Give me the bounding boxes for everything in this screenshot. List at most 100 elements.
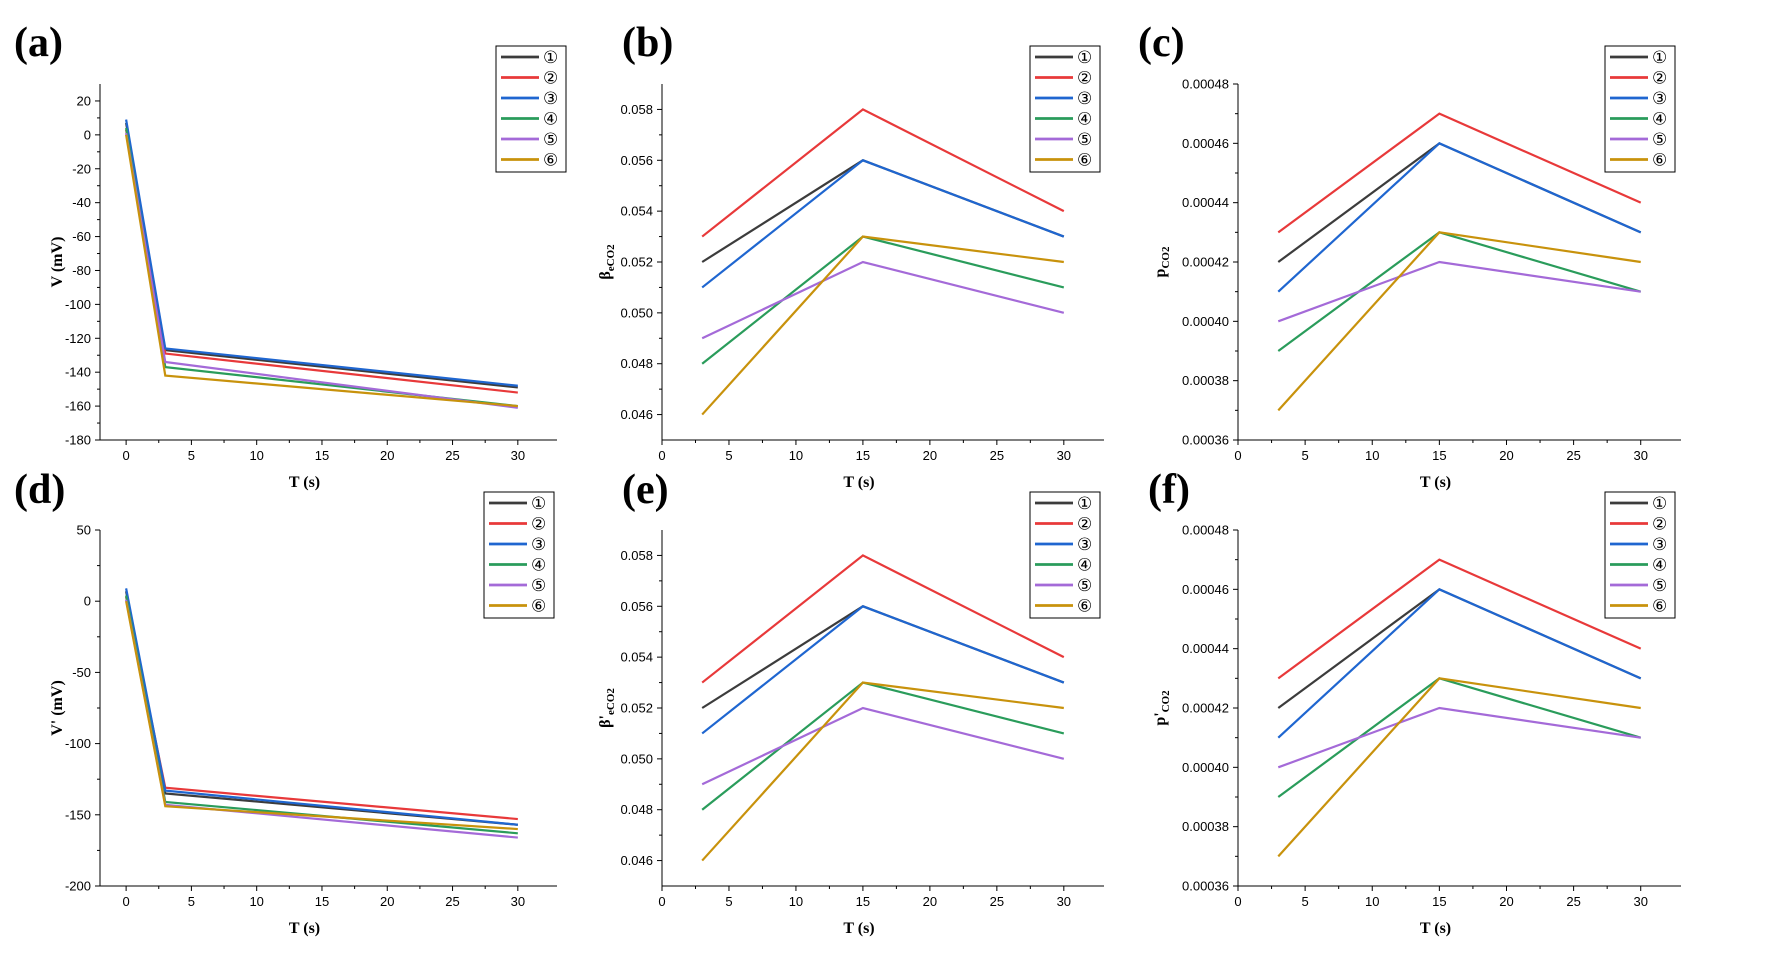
x-tick-label: 15: [856, 448, 870, 463]
x-tick-label: 5: [725, 448, 732, 463]
y-tick-label: 0.058: [620, 102, 653, 117]
legend-label: ③: [1652, 535, 1667, 555]
series-line-3: [1277, 588, 1642, 739]
series-line-5: [701, 260, 1065, 340]
series-line-6: [701, 681, 1064, 862]
series-line-1: [1277, 588, 1642, 709]
y-tick-label: 0.046: [620, 407, 653, 422]
chart-panel-1: (a) 0 5 10 15 20 25 30 -180 -160 -140 -120 -100 -80 -6…: [14, 20, 567, 491]
y-tick-label: -60: [72, 229, 91, 244]
x-tick-label: 20: [923, 894, 937, 909]
y-tick-label: -50: [72, 665, 91, 680]
x-tick-label: 0: [658, 448, 665, 463]
y-tick-label: -80: [72, 263, 91, 278]
legend-box: [1029, 45, 1101, 173]
y-axis-title-subscript: eCO2: [605, 244, 617, 271]
panel-label: (f): [1148, 467, 1190, 513]
legend-label: ②: [531, 515, 546, 535]
x-tick-label: 5: [725, 894, 732, 909]
series-line-1: [701, 159, 1065, 263]
x-tick-label: 20: [1499, 894, 1513, 909]
x-tick-label: 25: [990, 448, 1004, 463]
legend-label: ①: [1077, 494, 1092, 514]
x-tick-label: 15: [1432, 894, 1446, 909]
series-line-3: [701, 159, 1065, 289]
legend-label: ①: [1077, 48, 1092, 68]
y-tick-label: 0.052: [620, 255, 653, 270]
x-tick-label: 0: [1234, 894, 1241, 909]
legend-label: ②: [1652, 515, 1667, 535]
legend-box: [1604, 45, 1676, 173]
y-tick-label: 0.00040: [1182, 760, 1229, 775]
y-tick-label: -160: [65, 399, 91, 414]
series-line-6: [1277, 677, 1641, 858]
y-tick-label: 0: [84, 594, 91, 609]
series-line-5: [1277, 706, 1641, 769]
y-tick-label: -180: [65, 433, 91, 448]
y-axis-title: p'CO2: [1152, 690, 1172, 726]
chart-panel-4: (d) 0 5 10 15 20 25 30 -200 -150 -100 -50 0 50 T (s) V'…: [14, 467, 557, 937]
legend-label: ④: [543, 110, 558, 130]
x-axis-title: T (s): [289, 474, 320, 491]
x-tick-label: 25: [1566, 894, 1580, 909]
x-tick-label: 15: [315, 894, 329, 909]
series-line-5: [1277, 260, 1641, 323]
x-tick-label: 10: [1365, 448, 1379, 463]
x-tick-label: 20: [380, 894, 394, 909]
series-line-6: [125, 600, 518, 831]
y-tick-label: 0.00042: [1182, 255, 1229, 270]
legend-box: [1604, 491, 1676, 619]
y-tick-label: 0.00048: [1182, 77, 1229, 92]
y-tick-label: 0.050: [620, 305, 653, 320]
y-axis-title-subscript: eCO2: [605, 688, 617, 715]
y-axis-title-subscript: CO2: [1160, 690, 1172, 713]
y-tick-label: -150: [65, 807, 91, 822]
legend-label: ③: [543, 89, 558, 109]
x-tick-label: 20: [380, 448, 394, 463]
chart-panel-2: (b) 0 5 10 15 20 25 30 0.046 0.048 0.050 0.052 0.054…: [597, 20, 1104, 491]
y-tick-label: 0.056: [620, 599, 653, 614]
x-tick-label: 10: [249, 448, 263, 463]
legend-label: ②: [1077, 515, 1092, 535]
x-tick-label: 0: [122, 448, 129, 463]
legend-label: ①: [531, 494, 546, 514]
legend-label: ①: [543, 48, 558, 68]
chart-panel-3: (c) 0 5 10 15 20 25 30 0.00036 0.00038 0.00040 0.00…: [1138, 20, 1681, 491]
x-tick-label: 10: [249, 894, 263, 909]
legend-label: ④: [1652, 556, 1667, 576]
series-line-3: [1277, 142, 1642, 293]
y-tick-label: 0.050: [620, 751, 653, 766]
x-tick-label: 25: [445, 448, 459, 463]
series-line-3: [701, 605, 1065, 735]
y-axis-title: βeCO2: [597, 244, 617, 280]
x-tick-label: 10: [789, 894, 803, 909]
legend-label: ②: [543, 69, 558, 89]
x-axis-title: T (s): [1420, 474, 1451, 491]
legend-label: ⑥: [1652, 597, 1667, 617]
legend-label: ⑤: [1652, 576, 1667, 596]
x-tick-label: 5: [188, 448, 195, 463]
y-tick-label: 0.056: [620, 153, 653, 168]
chart-panel-5: (e) 0 5 10 15 20 25 30 0.046 0.048 0.050 0.052 0.054…: [597, 467, 1104, 937]
x-tick-label: 5: [188, 894, 195, 909]
legend-box: [495, 45, 567, 173]
y-tick-label: 0.00044: [1182, 195, 1229, 210]
x-tick-label: 30: [1633, 894, 1647, 909]
x-tick-label: 20: [1499, 448, 1513, 463]
series-line-6: [125, 134, 518, 408]
y-tick-label: 0.00048: [1182, 523, 1229, 538]
legend-label: ⑤: [1077, 130, 1092, 150]
x-tick-label: 5: [1302, 894, 1309, 909]
x-tick-label: 30: [1057, 448, 1071, 463]
series-line-2: [701, 108, 1065, 238]
x-tick-label: 0: [1234, 448, 1241, 463]
x-tick-label: 10: [789, 448, 803, 463]
y-tick-label: -140: [65, 365, 91, 380]
y-tick-label: 20: [77, 93, 91, 108]
y-axis-title: V (mV): [49, 237, 66, 288]
legend-label: ④: [1652, 110, 1667, 130]
series-line-2: [1277, 112, 1642, 234]
series-line-4: [125, 595, 518, 835]
